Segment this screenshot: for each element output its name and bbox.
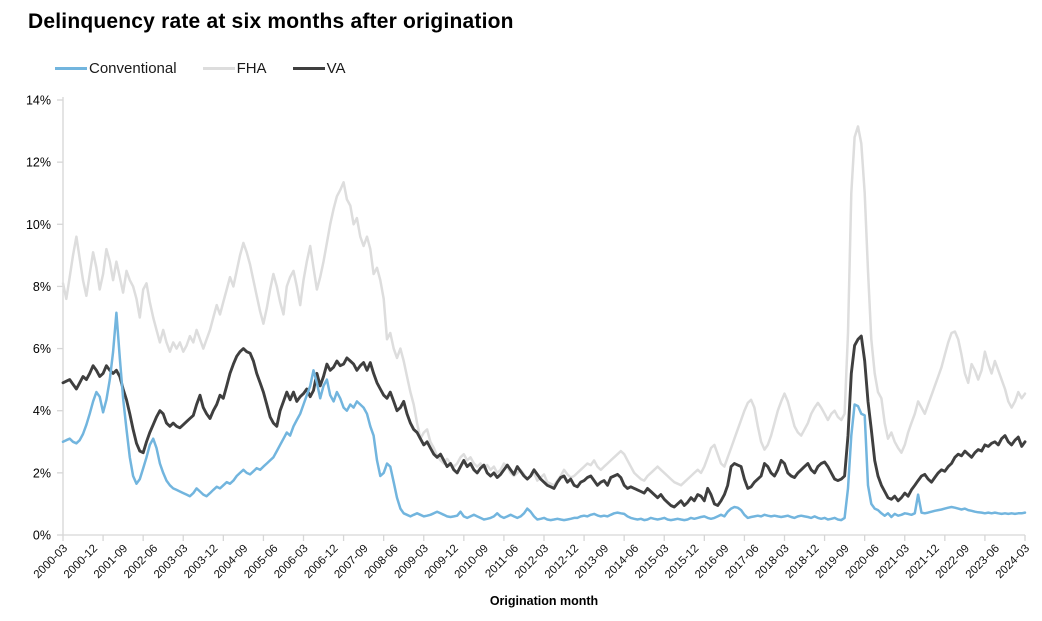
x-tick-label: 2024-03	[994, 543, 1032, 581]
legend-item-va: VA	[292, 60, 346, 77]
va-line-swatch-icon	[292, 67, 325, 70]
legend: Conventional FHA VA	[55, 60, 345, 77]
y-tick-label: 0%	[33, 529, 51, 543]
chart-title: Delinquency rate at six months after ori…	[28, 10, 514, 33]
series-line-va	[61, 334, 1027, 509]
legend-label-fha: FHA	[236, 60, 267, 77]
y-tick-label: 8%	[33, 280, 51, 294]
series-line-fha	[61, 125, 1027, 487]
y-tick-label: 2%	[33, 466, 51, 480]
y-tick-label: 12%	[26, 156, 51, 170]
y-tick-label: 14%	[26, 94, 51, 108]
x-tick-label: 2010-09	[453, 543, 491, 581]
legend-label-va: VA	[326, 60, 346, 77]
y-tick-label: 10%	[26, 218, 51, 232]
legend-label-conventional: Conventional	[89, 60, 177, 77]
x-axis-title: Origination month	[490, 594, 598, 608]
legend-item-conventional: Conventional	[55, 60, 177, 77]
conventional-line-swatch-icon	[55, 67, 87, 70]
series-line-conventional	[61, 311, 1027, 522]
y-tick-label: 6%	[33, 342, 51, 356]
y-tick-label: 4%	[33, 404, 51, 418]
fha-line-swatch-icon	[202, 67, 235, 70]
legend-item-fha: FHA	[202, 60, 267, 77]
